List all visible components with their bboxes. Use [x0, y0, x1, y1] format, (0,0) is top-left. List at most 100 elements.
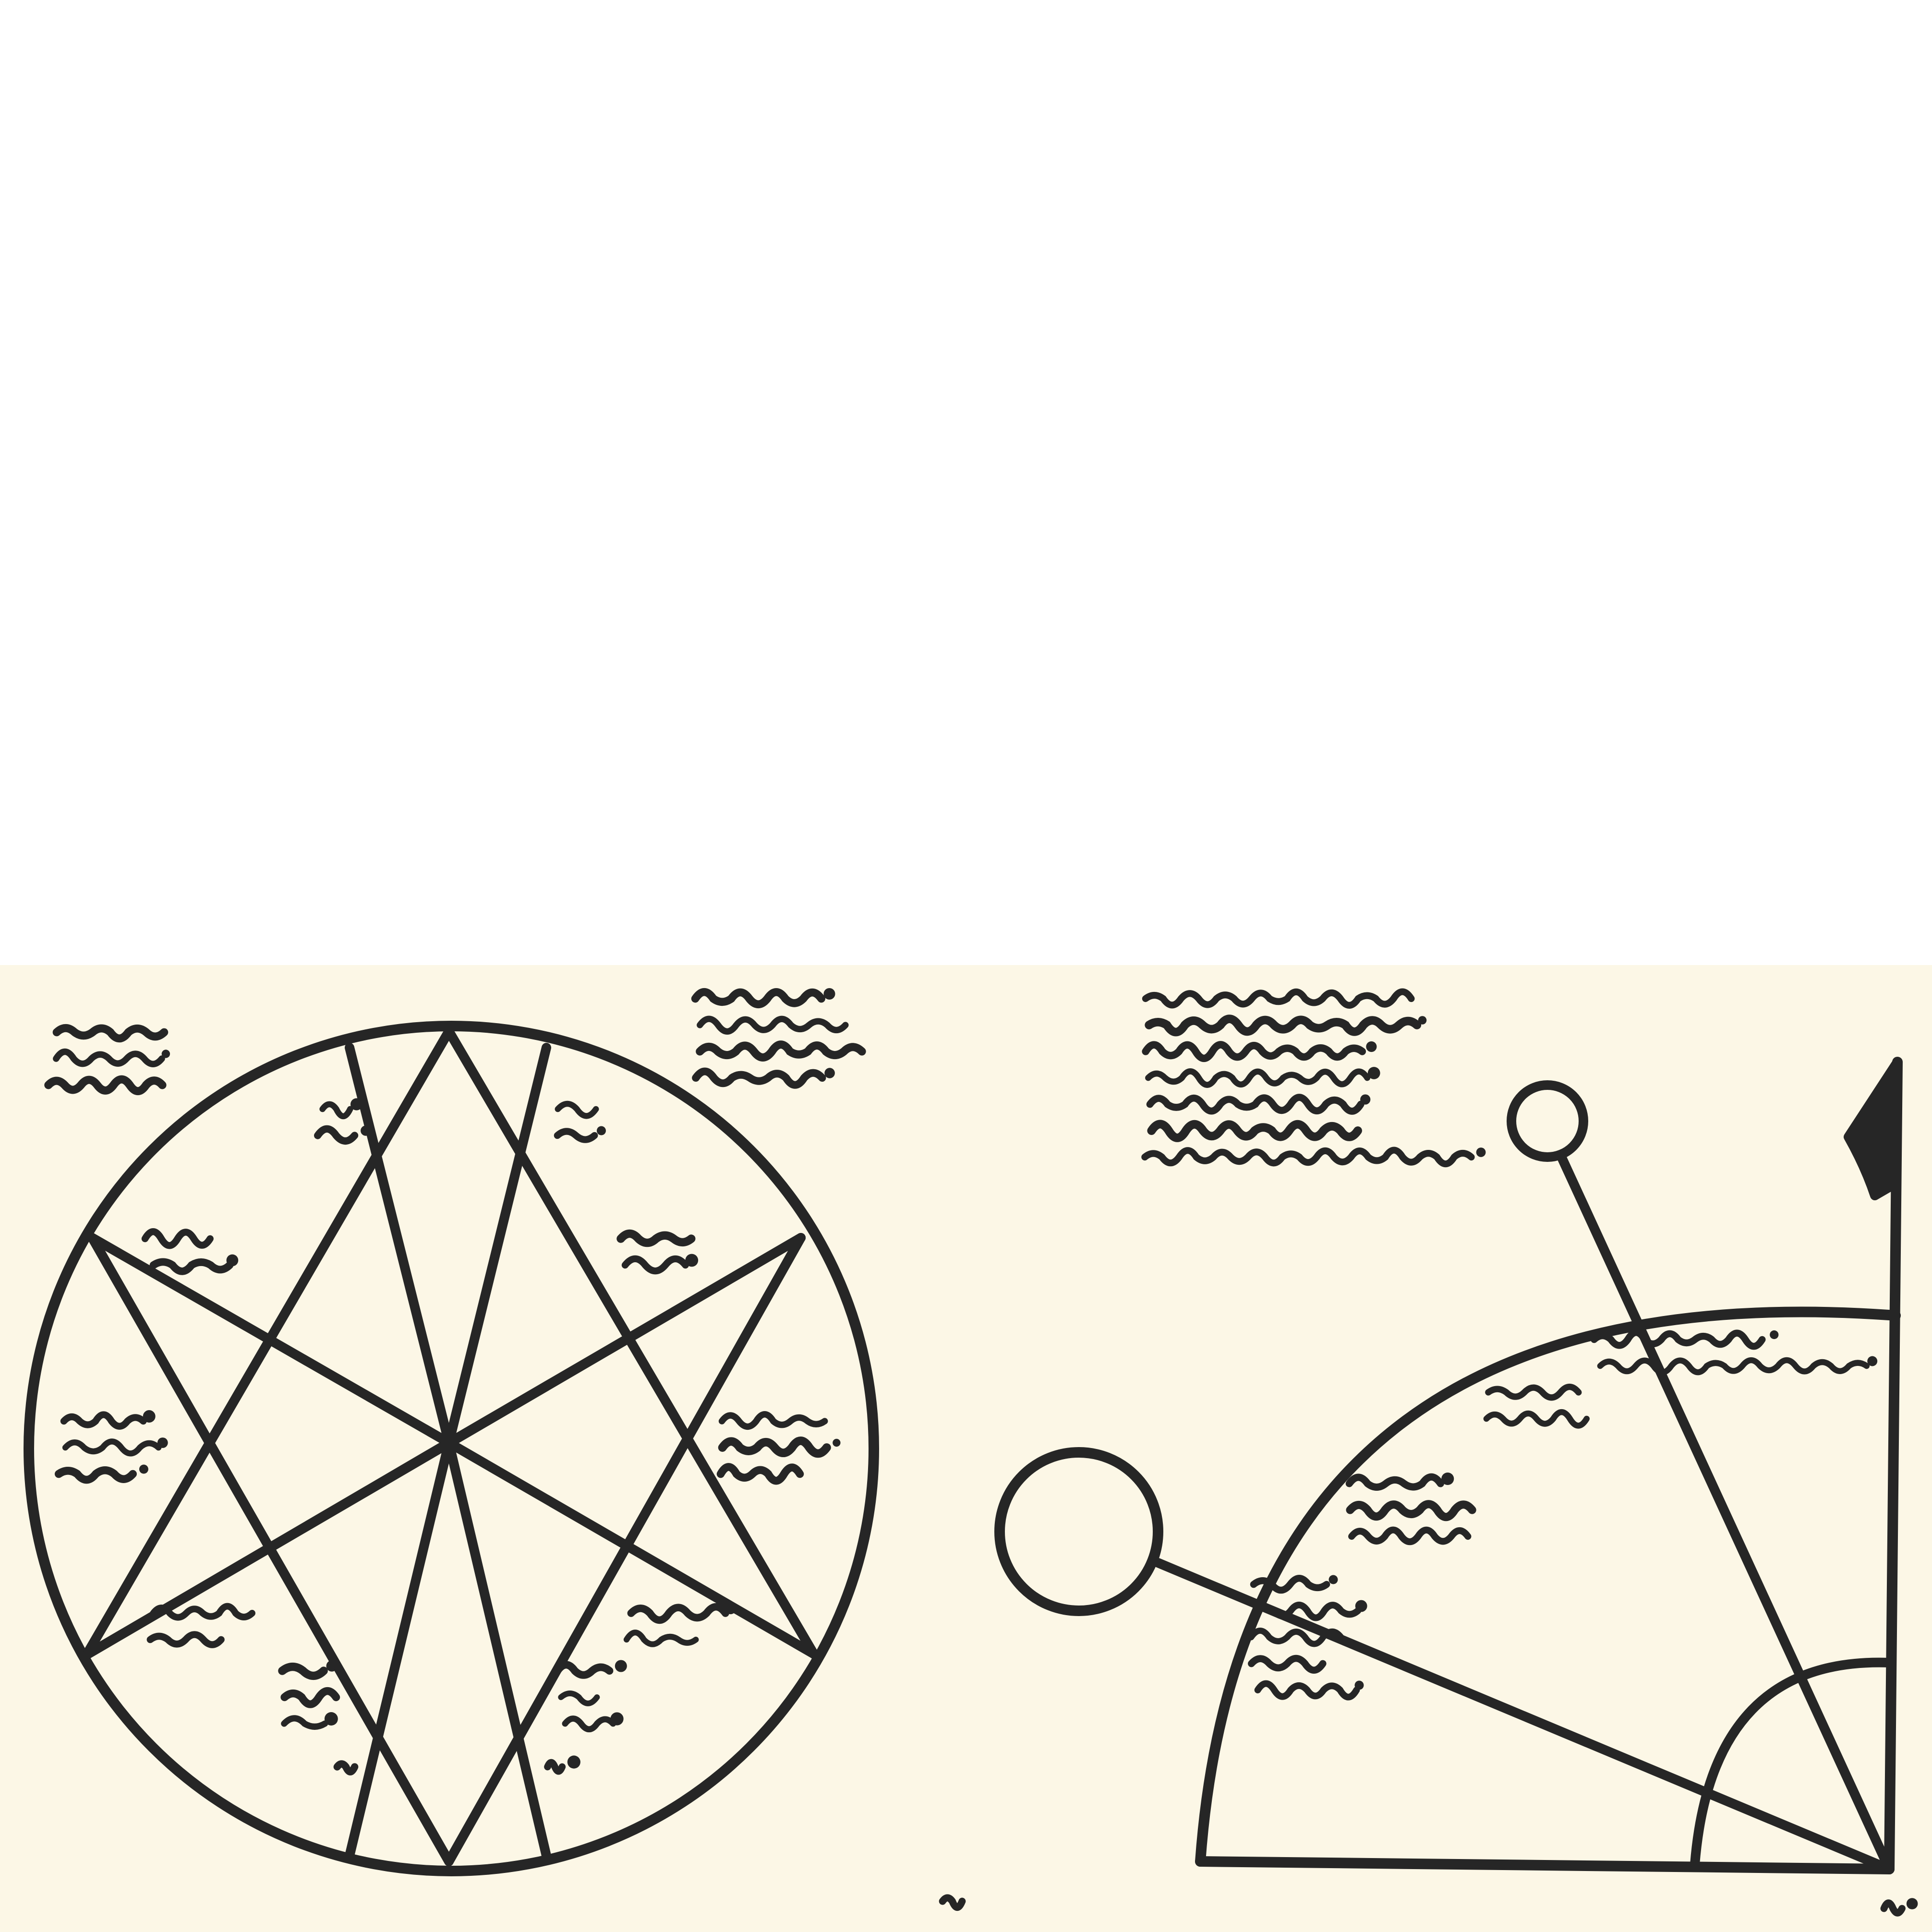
glyph-stroke — [1348, 1526, 1472, 1546]
glyph-dot — [1355, 1600, 1367, 1612]
glyph-dot — [610, 1712, 624, 1726]
glyph-dot — [1354, 1680, 1364, 1690]
glyph-stroke — [62, 1438, 162, 1457]
glyph-stroke — [278, 1662, 328, 1680]
glyph-stroke — [697, 1015, 849, 1035]
glyph-dot — [226, 1254, 239, 1267]
star-line — [444, 1026, 819, 1659]
glyph-stroke — [52, 1024, 169, 1043]
glyph-dot — [615, 1660, 627, 1672]
glyph-stroke — [1483, 1409, 1590, 1429]
glyph-dot — [157, 1437, 168, 1448]
glyph-dot — [1906, 1898, 1918, 1909]
quadrant-vertical-line — [1884, 1057, 1903, 1874]
glyph-stroke — [554, 1661, 614, 1679]
glyph-stroke — [627, 1603, 729, 1624]
star-line — [444, 1233, 806, 1866]
glyph-dot — [567, 1755, 580, 1769]
glyph-dot — [350, 1098, 363, 1111]
glyph-dot — [1441, 1472, 1454, 1485]
pendulum-bob-large — [994, 1447, 1163, 1616]
glyph-dot — [685, 1254, 699, 1267]
star-line — [87, 1233, 454, 1448]
small-arc — [1690, 1657, 1894, 1869]
glyph-dot — [361, 1125, 371, 1136]
glyph-stroke — [544, 1759, 566, 1775]
glyph-stroke — [716, 1463, 804, 1485]
glyph-stroke — [1254, 1601, 1362, 1621]
glyph-dot — [1867, 1356, 1878, 1366]
glyph-dot — [1328, 1575, 1338, 1584]
glyph-stroke — [146, 1631, 225, 1648]
glyph-stroke — [718, 1437, 831, 1458]
glyph-dot — [1367, 1067, 1380, 1079]
glyph-stroke — [621, 1255, 689, 1275]
star-line — [444, 1233, 806, 1448]
glyph-dot — [326, 1660, 338, 1672]
seal-outer-circle — [24, 1021, 879, 1876]
large-arc — [1195, 1306, 1901, 1867]
glyph-script — [44, 988, 1918, 1917]
quadrant-with-pendulums — [994, 1057, 1903, 1874]
glyph-stroke — [1248, 1654, 1327, 1674]
glyph-stroke — [1591, 1329, 1766, 1350]
glyph-stroke — [558, 1690, 600, 1706]
glyph-dot — [1770, 1330, 1779, 1340]
heptagram-star — [82, 1026, 819, 1866]
glyph-stroke — [1145, 1068, 1371, 1088]
glyph-stroke — [53, 1048, 165, 1067]
pendulum-small — [1507, 1080, 1894, 1874]
glyph-dot — [1360, 1094, 1371, 1105]
glyph-stroke — [1145, 1014, 1422, 1037]
glyph-stroke — [319, 1101, 353, 1120]
glyph-dot — [824, 1068, 835, 1078]
glyph-dot — [1476, 1147, 1486, 1157]
glyph-dot — [1366, 1041, 1377, 1052]
glyph-stroke — [280, 1687, 340, 1708]
heptagram-seal — [24, 1021, 879, 1876]
glyph-stroke — [555, 1100, 599, 1119]
glyph-stroke — [44, 1075, 167, 1095]
glyph-stroke — [54, 1466, 137, 1484]
star-line — [345, 1438, 454, 1860]
glyph-dot — [596, 1126, 606, 1135]
glyph-stroke — [692, 1067, 826, 1089]
glyph-stroke — [718, 1411, 828, 1430]
glyph-stroke — [60, 1411, 147, 1430]
glyph-stroke — [1485, 1383, 1582, 1401]
glyph-stroke — [141, 1228, 214, 1249]
glyph-dot — [724, 1602, 737, 1615]
glyph-stroke — [616, 1229, 696, 1247]
glyph-stroke — [150, 1603, 255, 1621]
glyph-stroke — [1346, 1500, 1476, 1521]
glyph-stroke — [1141, 1147, 1475, 1168]
sketch-canvas — [0, 965, 1932, 1932]
glyph-stroke — [1147, 1120, 1362, 1142]
quadrant-base-line — [1195, 1856, 1895, 1874]
marker-flag-icon — [1844, 1057, 1902, 1200]
glyph-dot — [143, 1410, 156, 1423]
glyph-stroke — [1597, 1357, 1870, 1376]
glyph-stroke — [562, 1715, 616, 1733]
sketch-panel — [0, 965, 1932, 1932]
star-line — [82, 1438, 454, 1660]
glyph-dot — [161, 1050, 170, 1058]
glyph-stroke — [554, 1128, 598, 1143]
pendulum-bob-small — [1507, 1080, 1588, 1162]
glyph-stroke — [696, 1040, 866, 1062]
glyph-stroke — [333, 1760, 359, 1775]
glyph-stroke — [1146, 1094, 1364, 1115]
glyph-stroke — [1254, 1680, 1360, 1701]
glyph-dot — [823, 988, 835, 1000]
glyph-stroke — [1142, 1041, 1366, 1062]
glyph-stroke — [623, 1630, 699, 1647]
star-line — [345, 1043, 454, 1448]
glyph-stroke — [1880, 1899, 1906, 1917]
glyph-stroke — [281, 1715, 328, 1730]
star-line — [444, 1438, 819, 1659]
glyph-stroke — [1345, 1473, 1444, 1491]
glyph-stroke — [314, 1125, 359, 1145]
glyph-dot — [833, 1438, 841, 1447]
glyph-dot — [324, 1712, 338, 1726]
